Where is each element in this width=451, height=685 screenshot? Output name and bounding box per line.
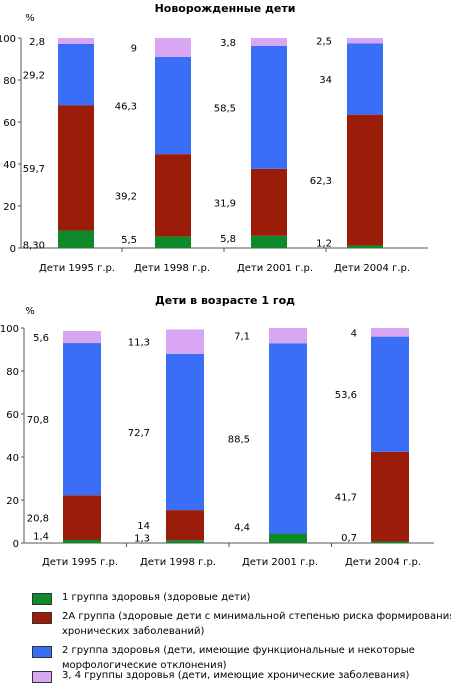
x-tick-label: Дети 1995 г.р. xyxy=(42,557,118,568)
data-label: 58,5 xyxy=(214,103,236,114)
legend-label-group-2: 2 группа здоровья (дети, имеющие функцио… xyxy=(62,645,415,671)
legend-swatch-group-3-4 xyxy=(32,671,52,683)
y-tick-label: 60 xyxy=(6,410,19,421)
bar-segment xyxy=(63,495,101,540)
bar-segment xyxy=(251,45,287,169)
data-label: 20,8 xyxy=(27,514,49,525)
data-label: 1,4 xyxy=(33,531,49,542)
y-tick-label: 20 xyxy=(6,496,19,507)
bar-segment xyxy=(58,230,94,248)
data-label: 72,7 xyxy=(128,428,150,439)
legend-swatch-group-2a xyxy=(32,612,52,624)
data-label: 1,2 xyxy=(316,239,332,250)
bar-segment xyxy=(63,539,101,543)
y-tick-label: 60 xyxy=(3,118,16,129)
data-label: 41,7 xyxy=(335,493,357,504)
bar-segment xyxy=(58,105,94,231)
data-label: 34 xyxy=(319,75,332,86)
bar-segment xyxy=(63,343,101,496)
y-tick-label: 0 xyxy=(13,539,19,550)
x-tick-label: Дети 2001 г.р. xyxy=(242,557,318,568)
y-tick-label: 100 xyxy=(0,324,19,335)
data-label: 4 xyxy=(351,328,357,339)
bar-segment xyxy=(166,510,204,541)
bar-segment xyxy=(155,236,191,248)
data-label: 4,4 xyxy=(234,522,250,533)
x-tick-label: Дети 2001 г.р. xyxy=(237,263,313,274)
data-label: 2,8 xyxy=(29,37,45,48)
data-label: 2,5 xyxy=(316,37,332,48)
x-tick-label: Дети 1998 г.р. xyxy=(134,263,210,274)
x-tick-label: Дети 1995 г.р. xyxy=(39,263,115,274)
bar-segment xyxy=(166,329,204,354)
bar-segment xyxy=(371,541,409,543)
data-label: 53,6 xyxy=(335,390,357,401)
y-tick-label: 0 xyxy=(10,244,16,255)
data-label: 8,30 xyxy=(23,240,45,251)
data-label: 7,1 xyxy=(234,332,250,343)
data-label: 5,6 xyxy=(33,333,49,344)
chart-1: Новорожденные дети% 0 20 40 60 80 100 8,30 59,7 2… xyxy=(0,2,428,274)
x-tick-label: Дети 2004 г.р. xyxy=(345,557,421,568)
y-axis-unit: % xyxy=(25,13,35,24)
bar-segment xyxy=(155,154,191,237)
legend-label-group-1: 1 группа здоровья (здоровые дети) xyxy=(62,592,251,603)
bar-segment xyxy=(63,331,101,344)
data-label: 59,7 xyxy=(23,164,45,175)
bar-segment xyxy=(371,451,409,542)
bar-segment xyxy=(269,343,307,534)
bar-segment xyxy=(166,353,204,511)
chart-2: Дети в возрасте 1 год% 0 20 40 60 80 100 1,4 20,… xyxy=(0,294,434,568)
y-tick-label: 80 xyxy=(3,76,16,87)
chart-title: Дети в возрасте 1 год xyxy=(155,294,295,307)
data-label: 46,3 xyxy=(115,102,137,113)
data-label: 31,9 xyxy=(214,198,236,209)
y-axis-unit: % xyxy=(25,306,35,317)
bar-segment xyxy=(371,336,409,452)
bar-segment xyxy=(269,533,307,543)
y-tick-label: 20 xyxy=(3,202,16,213)
y-tick-label: 40 xyxy=(3,160,16,171)
data-label: 70,8 xyxy=(27,415,49,426)
bar-segment xyxy=(58,38,94,44)
data-label: 39,2 xyxy=(115,191,137,202)
data-label: 3,8 xyxy=(220,38,236,49)
bar-segment xyxy=(155,56,191,155)
bar-segment xyxy=(347,38,383,44)
data-label: 88,5 xyxy=(228,434,250,445)
bar-segment xyxy=(166,540,204,543)
bar-segment xyxy=(347,245,383,248)
data-label: 5,5 xyxy=(121,235,137,246)
data-label: 14 xyxy=(137,521,150,532)
bar-segment xyxy=(269,328,307,344)
data-label: 1,3 xyxy=(134,534,150,545)
bar-segment xyxy=(347,114,383,246)
data-label: 11,3 xyxy=(128,338,150,349)
y-tick-label: 80 xyxy=(6,367,19,378)
data-label: 5,8 xyxy=(220,234,236,245)
bar-segment xyxy=(58,43,94,106)
legend-label-group-3-4: 3, 4 группы здоровья (дети, имеющие хрон… xyxy=(62,670,410,681)
bar-segment xyxy=(251,168,287,236)
legend-label-group-2a: 2А группа (здоровые дети с минимальной с… xyxy=(62,611,451,637)
legend-swatch-group-2 xyxy=(32,646,52,658)
x-tick-label: Дети 1998 г.р. xyxy=(140,557,216,568)
y-tick-label: 100 xyxy=(0,34,16,45)
bar-segment xyxy=(155,38,191,57)
bar-segment xyxy=(371,328,409,337)
chart-title: Новорожденные дети xyxy=(155,2,296,15)
y-tick-label: 40 xyxy=(6,453,19,464)
data-label: 9 xyxy=(131,43,137,54)
data-label: 62,3 xyxy=(310,176,332,187)
bar-segment xyxy=(251,38,287,46)
legend-swatch-group-1 xyxy=(32,593,52,605)
bar-segment xyxy=(347,43,383,115)
data-label: 29,2 xyxy=(23,71,45,82)
data-label: 0,7 xyxy=(341,533,357,544)
bar-segment xyxy=(251,235,287,248)
x-tick-label: Дети 2004 г.р. xyxy=(334,263,410,274)
